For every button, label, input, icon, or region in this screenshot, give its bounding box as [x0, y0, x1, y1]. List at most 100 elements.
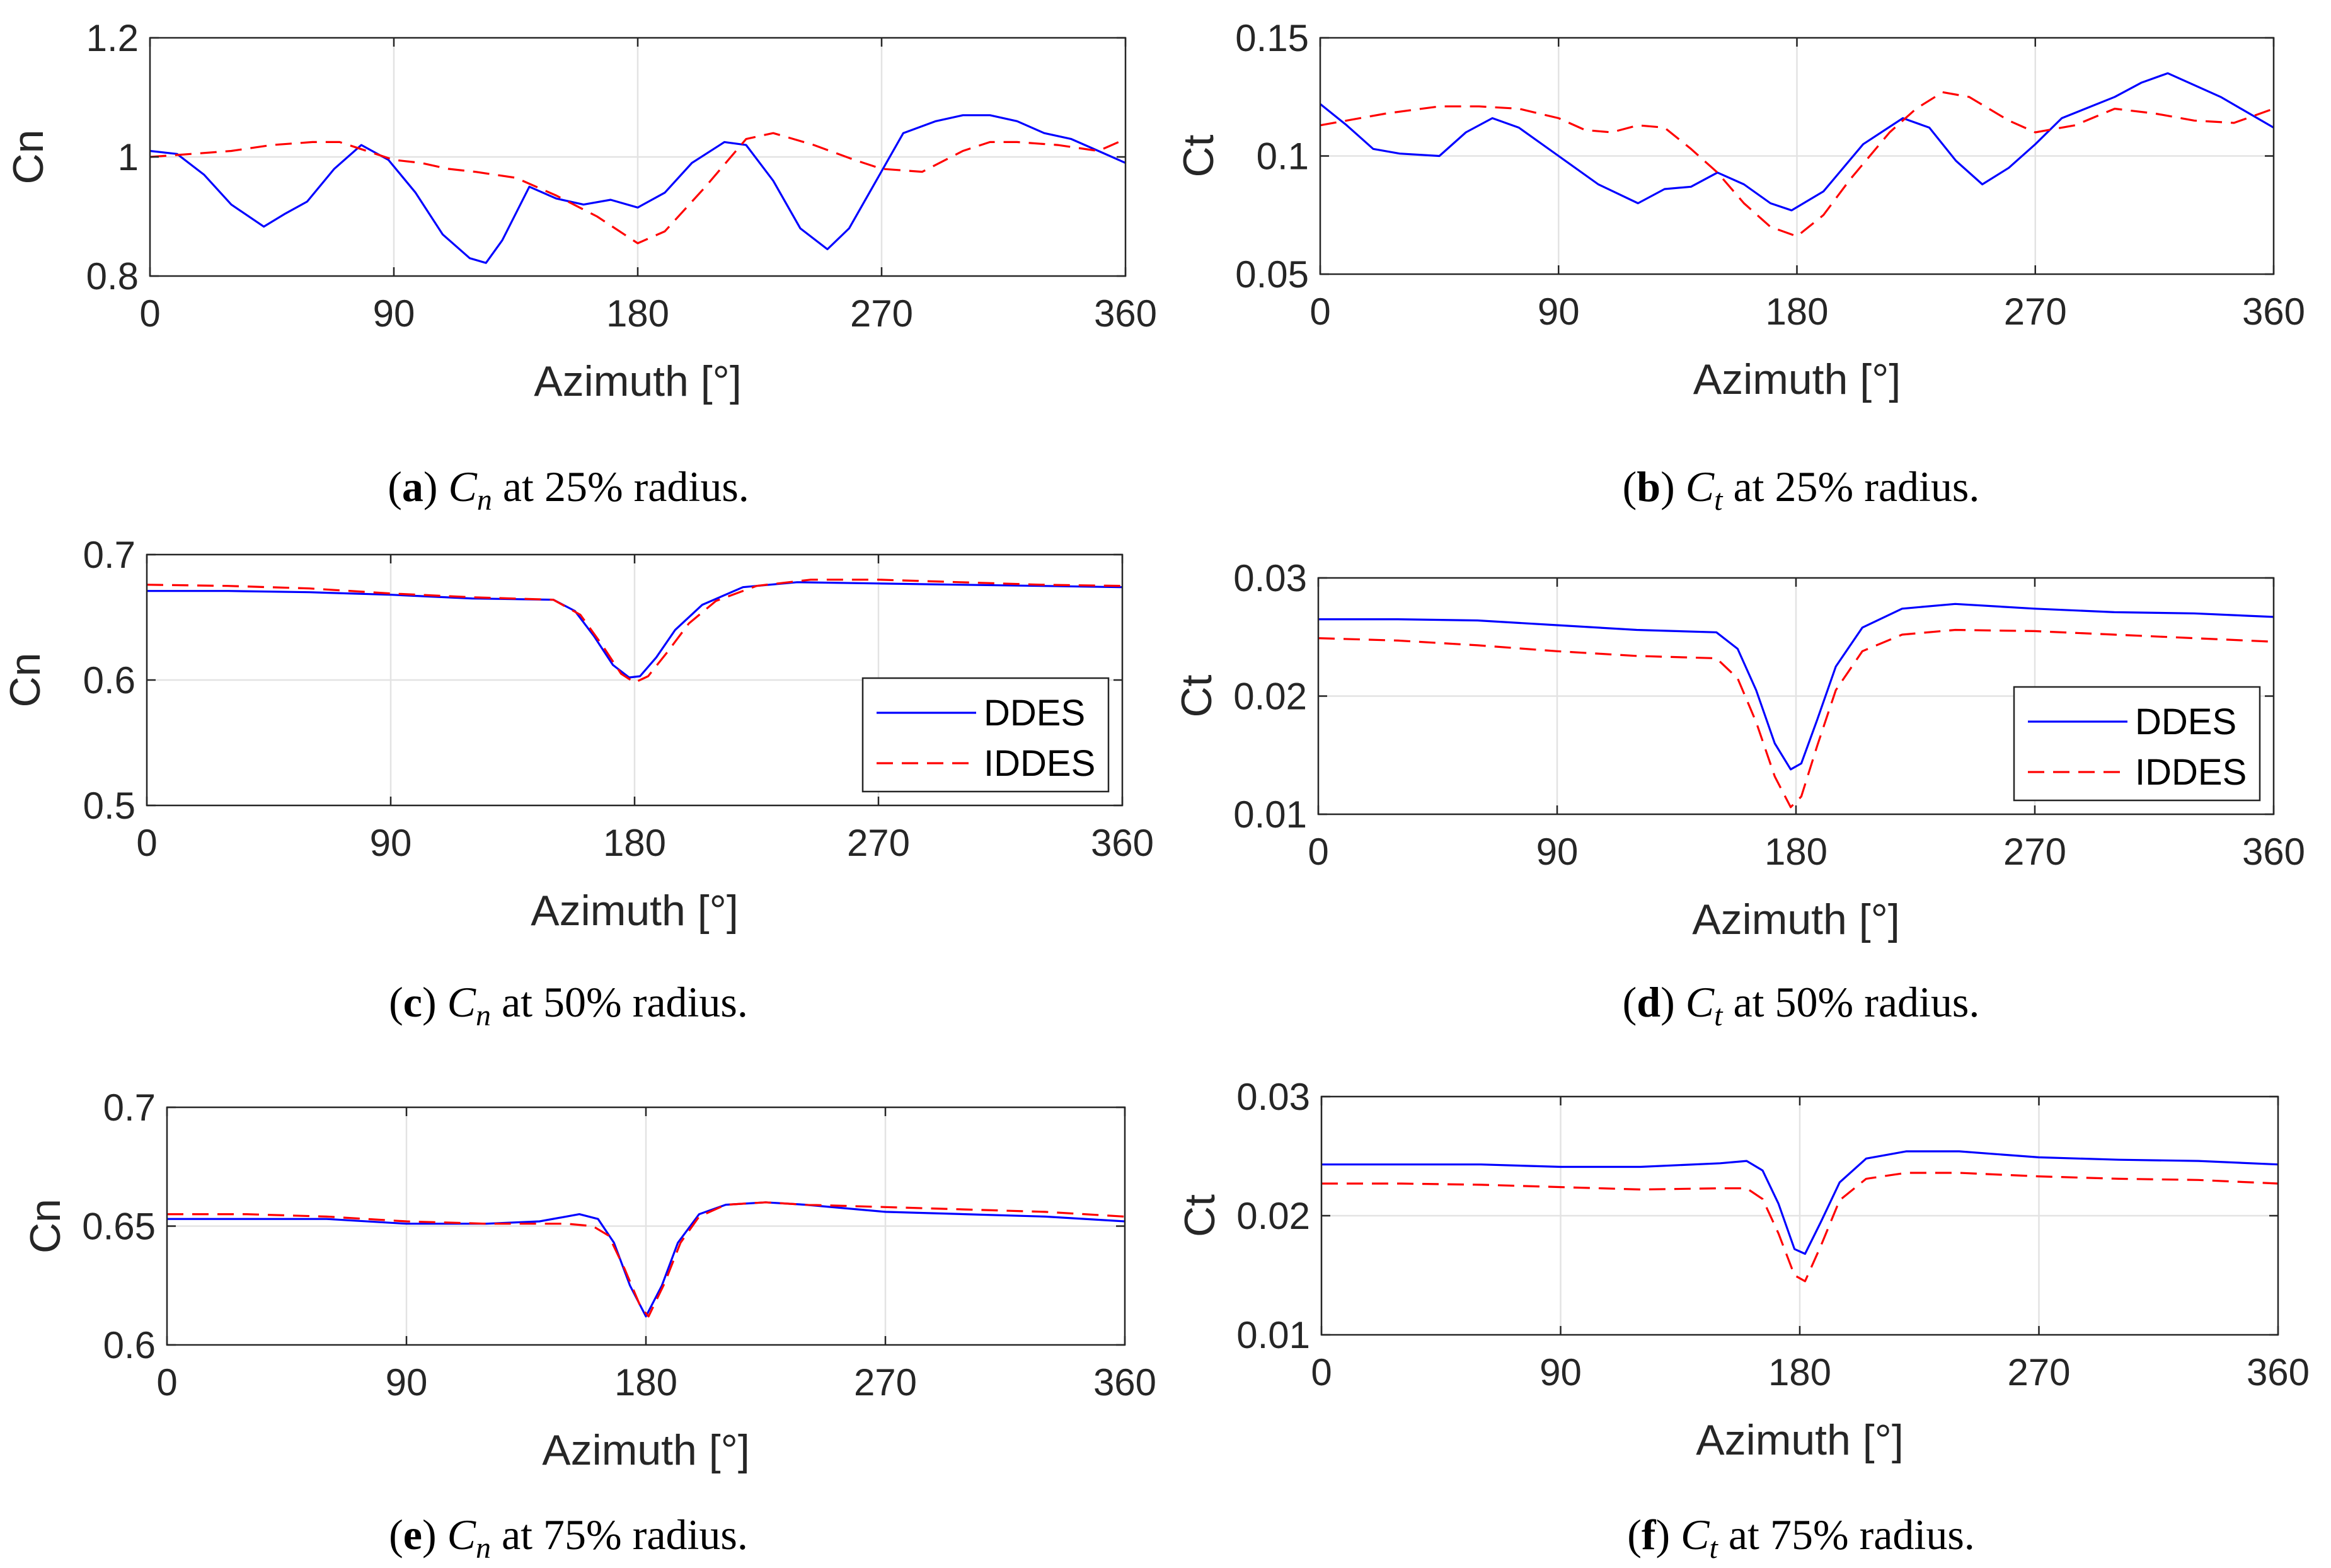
- y-tick-label: 0.8: [86, 255, 139, 297]
- caption-text: at 75% radius.: [1718, 1511, 1975, 1559]
- x-tick-label: 270: [2003, 831, 2066, 873]
- y-tick-label: 0.6: [103, 1324, 156, 1366]
- series-line-ddes: [1319, 72, 2274, 212]
- caption-paren-open: (: [389, 1511, 403, 1559]
- panel-caption: (b) Ct at 25% radius.: [1623, 463, 1980, 517]
- legend: DDES IDDES: [2013, 686, 2261, 802]
- y-tick-label: 0.5: [83, 785, 135, 827]
- y-axis-label: Ct: [1175, 134, 1223, 177]
- caption-letter: b: [1637, 463, 1660, 510]
- y-axis-label: Ct: [1176, 1194, 1224, 1237]
- x-tick-label: 360: [2247, 1351, 2310, 1393]
- chart-panel-c: 0 90 180 270 360 0.5 0.6 0.7 Azimuth [°] Cn DDES ID…: [1, 534, 1154, 1032]
- caption-subscript: t: [1714, 483, 1724, 517]
- caption-paren-open: (: [389, 978, 403, 1026]
- caption-text: at 50% radius.: [1722, 978, 1979, 1026]
- y-tick-label: 0.7: [103, 1087, 156, 1129]
- x-tick-label: 270: [2007, 1351, 2070, 1393]
- x-tick-label: 180: [603, 822, 666, 864]
- x-tick-label: 360: [2242, 831, 2305, 873]
- legend-label-iddes: IDDES: [2135, 752, 2247, 793]
- x-tick-label: 0: [156, 1361, 177, 1404]
- caption-symbol: C: [447, 978, 476, 1026]
- legend-box: [861, 677, 1110, 793]
- caption-text: at 50% radius.: [491, 978, 748, 1026]
- y-tick-label: 0.1: [1257, 135, 1309, 178]
- panel-caption: (e) Cn at 75% radius.: [389, 1511, 748, 1565]
- legend-label-iddes: IDDES: [984, 743, 1095, 784]
- caption-text: at 75% radius.: [491, 1511, 748, 1559]
- caption-symbol: C: [449, 463, 478, 510]
- chart-panel-d: 0 90 180 270 360 0.01 0.02 0.03 Azimuth [°] Ct DDE…: [1173, 557, 2305, 1032]
- caption-letter: e: [403, 1511, 422, 1559]
- x-tick-label: 360: [1094, 292, 1157, 335]
- series-line-iddes: [1320, 91, 2274, 238]
- caption-letter: c: [403, 978, 422, 1026]
- x-tick-label: 0: [1311, 1351, 1332, 1393]
- x-axis-label: Azimuth [°]: [534, 357, 742, 405]
- x-tick-label: 270: [850, 292, 913, 335]
- x-tick-label: 0: [1308, 831, 1328, 873]
- x-tick-label: 360: [1091, 822, 1154, 864]
- legend-label-ddes: DDES: [2135, 701, 2236, 742]
- x-tick-label: 0: [1309, 291, 1330, 333]
- x-tick-label: 360: [1093, 1361, 1156, 1404]
- caption-paren-open: (: [388, 463, 402, 510]
- x-axis-label: Azimuth [°]: [1692, 896, 1900, 943]
- caption-symbol: C: [1686, 978, 1715, 1026]
- series-line-ddes: [147, 581, 1123, 679]
- legend-box: [2013, 686, 2261, 802]
- x-tick-label: 90: [1536, 831, 1579, 873]
- caption-letter: d: [1637, 978, 1660, 1026]
- series-line-iddes: [146, 579, 1123, 684]
- y-tick-label: 0.02: [1236, 1195, 1310, 1237]
- y-tick-label: 1: [118, 136, 139, 178]
- x-tick-label: 180: [1765, 291, 1828, 333]
- caption-symbol: C: [1681, 1511, 1710, 1559]
- x-tick-label: 180: [1764, 831, 1827, 873]
- x-tick-label: 90: [386, 1361, 428, 1404]
- series-line-ddes: [167, 1201, 1125, 1318]
- caption-paren-close: ): [1656, 1511, 1681, 1559]
- x-tick-label: 90: [1538, 291, 1580, 333]
- caption-subscript: t: [1714, 999, 1724, 1032]
- x-tick-label: 270: [847, 822, 910, 864]
- y-axis-label: Cn: [21, 1199, 69, 1254]
- series-line-iddes: [1321, 1172, 2279, 1283]
- caption-subscript: t: [1710, 1531, 1719, 1565]
- caption-paren-close: ): [422, 978, 447, 1026]
- caption-symbol: C: [447, 1511, 476, 1559]
- y-tick-label: 0.03: [1233, 557, 1307, 599]
- x-tick-label: 180: [1768, 1351, 1831, 1393]
- caption-paren-close: ): [1660, 463, 1686, 510]
- x-tick-label: 0: [136, 822, 157, 864]
- x-axis-label: Azimuth [°]: [1693, 355, 1901, 403]
- caption-paren-open: (: [1627, 1511, 1642, 1559]
- caption-subscript: n: [476, 1531, 491, 1565]
- y-tick-label: 0.05: [1235, 253, 1309, 296]
- y-axis-label: Ct: [1173, 674, 1221, 717]
- x-tick-label: 360: [2242, 291, 2305, 333]
- series-line-ddes: [1318, 602, 2274, 771]
- caption-text: at 25% radius.: [1722, 463, 1979, 510]
- y-axis-label: Cn: [1, 653, 49, 708]
- panel-caption: (c) Cn at 50% radius.: [389, 978, 748, 1032]
- caption-subscript: n: [477, 483, 492, 517]
- x-tick-label: 180: [606, 292, 669, 335]
- y-tick-label: 0.03: [1236, 1076, 1310, 1118]
- y-tick-label: 0.6: [83, 659, 135, 701]
- y-axis-label: Cn: [4, 130, 52, 185]
- caption-paren-close: ): [1660, 978, 1686, 1026]
- caption-paren-open: (: [1623, 978, 1637, 1026]
- caption-paren-close: ): [423, 463, 449, 510]
- caption-paren-open: (: [1623, 463, 1637, 510]
- caption-subscript: n: [476, 999, 491, 1032]
- x-tick-label: 270: [2004, 291, 2067, 333]
- x-axis-label: Azimuth [°]: [1696, 1416, 1904, 1464]
- x-tick-label: 90: [373, 292, 415, 335]
